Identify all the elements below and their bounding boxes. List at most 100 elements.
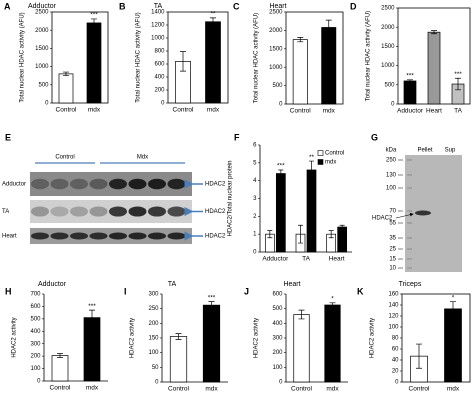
blot-band [70, 232, 88, 240]
y-tick-label: 0 [391, 102, 395, 108]
y-tick-label: 0 [155, 380, 159, 386]
chart-title: Adductor [28, 3, 57, 10]
error-bar [298, 309, 305, 320]
error-bar [309, 160, 314, 180]
x-tick-label: Adductor [262, 256, 289, 263]
blot-band [89, 178, 108, 190]
error-bar [328, 230, 334, 239]
y-tick-label: 300 [148, 292, 159, 298]
panel-letter: B [119, 1, 126, 11]
x-tick-label: mdx [323, 108, 336, 115]
y-tick-label: 300 [272, 336, 283, 342]
chart-title: Heart [283, 281, 300, 288]
blot-band [109, 232, 127, 240]
blot-band [31, 232, 49, 240]
panel-letter: H [5, 286, 12, 296]
error-bar [450, 301, 456, 317]
y-tick-label: 500 [384, 82, 395, 88]
x-tick-label: mdx [207, 107, 220, 114]
y-tick-label: 2500 [269, 10, 283, 16]
plot-frame [167, 11, 229, 104]
bar [321, 27, 337, 105]
blot-row-label: TA [2, 209, 9, 215]
plot-frame [51, 11, 109, 104]
x-tick-label: Control [291, 386, 313, 393]
error-bar [339, 224, 345, 230]
x-tick-label: Adductor [397, 108, 424, 115]
blot-band [70, 206, 88, 217]
x-tick-label: mdx [205, 386, 218, 393]
blot-band [50, 178, 69, 190]
error-bar [431, 30, 437, 35]
x-tick-label: Control [290, 108, 312, 115]
y-tick-label: 2000 [269, 28, 283, 34]
y-axis-label: HDAC2 activity [370, 318, 376, 358]
x-tick-label: mdx [88, 107, 101, 114]
x-tick-label: Heart [329, 256, 345, 263]
y-tick-label: 400 [154, 75, 165, 81]
error-bar [89, 309, 95, 326]
blot-band [148, 206, 166, 217]
x-tick-label: Control [173, 107, 195, 114]
blot-band [128, 206, 147, 217]
y-tick-label: 2500 [35, 10, 49, 16]
y-tick-label: 6 [253, 143, 257, 149]
y-tick-label: 400 [30, 329, 41, 335]
y-tick-label: 1500 [381, 44, 395, 50]
y-tick-label: 800 [154, 49, 165, 55]
panel-letter: F [234, 132, 240, 142]
bar [403, 80, 417, 105]
significance-label: ** [210, 11, 216, 18]
y-tick-label: 0 [37, 379, 41, 385]
error-bar [180, 51, 186, 72]
blot-row-label: Heart [2, 234, 17, 240]
gel-band-label: HDAC2 [372, 216, 393, 222]
y-tick-label: 200 [148, 321, 159, 327]
y-tick-label: 40 [392, 358, 399, 364]
blot-protein-label: HDAC2 [205, 209, 226, 215]
y-tick-label: 80 [392, 336, 399, 342]
y-tick-label: 1000 [269, 65, 283, 71]
error-bar [278, 169, 284, 178]
significance-label: *** [208, 294, 216, 301]
y-tick-label: 140 [388, 303, 399, 309]
bar [169, 336, 188, 383]
x-tick-label: Control [50, 385, 72, 392]
blot-band [50, 232, 69, 240]
y-axis-label: Total nuclear HDAC activity (AFU) [20, 12, 26, 102]
y-tick-label: 1500 [35, 46, 49, 52]
blot-protein-label: HDAC2 [205, 182, 226, 188]
y-axis-label: Total nuclear HDAC activity (AFU) [254, 13, 260, 103]
y-axis-label: HDAC2 activity [254, 318, 260, 358]
gel-arrow [395, 212, 414, 219]
blot-band [148, 232, 166, 240]
y-tick-label: 600 [30, 304, 41, 310]
y-tick-label: 100 [30, 366, 41, 372]
y-tick-label: 500 [272, 83, 283, 89]
panel-letter: D [350, 1, 357, 11]
panel-letter: K [357, 286, 364, 296]
x-tick-label: TA [454, 108, 462, 115]
blot-band [167, 178, 186, 190]
x-tick-label: Control [168, 386, 190, 393]
y-tick-label: 4 [253, 178, 257, 184]
significance-label: *** [88, 303, 96, 310]
bar [427, 31, 441, 105]
bar [306, 169, 317, 253]
bar [86, 22, 102, 104]
y-tick-label: 2000 [381, 25, 395, 31]
y-tick-label: 100 [148, 350, 159, 356]
y-tick-label: 1500 [269, 46, 283, 52]
error-bar [63, 71, 69, 77]
panel-letter: G [371, 132, 378, 142]
chart-title: Triceps [399, 281, 422, 288]
error-bar [267, 230, 273, 239]
y-tick-label: 2000 [35, 28, 49, 34]
gel-marker-label: 15 [389, 257, 396, 263]
legend-swatch [317, 159, 324, 165]
x-tick-label: TA [302, 256, 310, 263]
x-tick-label: mdx [447, 386, 460, 393]
panel-letter: C [233, 1, 240, 11]
legend-label: Control [325, 151, 344, 157]
